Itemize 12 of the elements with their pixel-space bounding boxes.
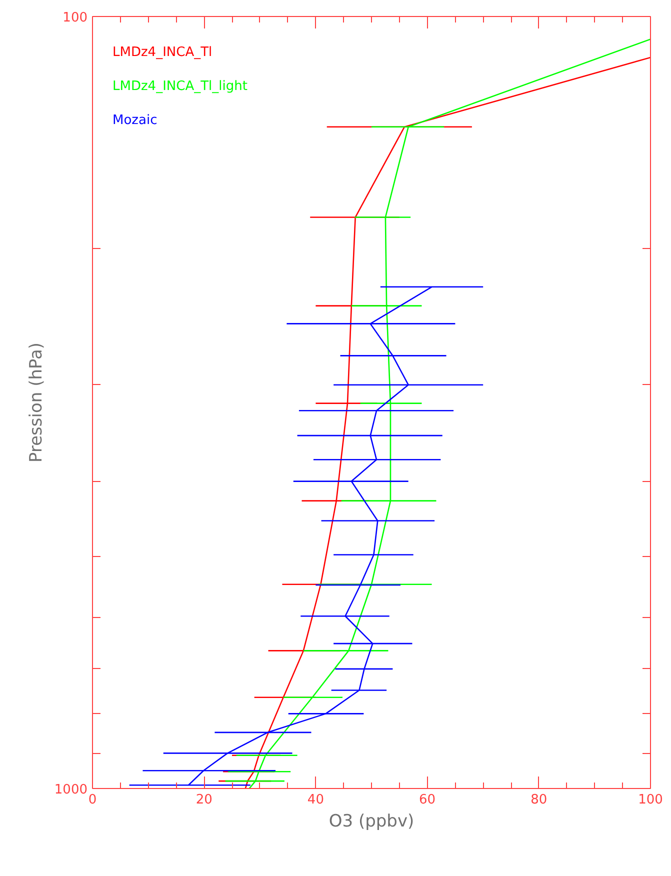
x-tick-label: 20 (196, 792, 212, 808)
x-tick-label: 0 (88, 792, 97, 808)
text: Mozaic (112, 113, 158, 128)
text: LMDz4_INCA_Tl (112, 45, 212, 60)
y-tick-label: 1000 (54, 782, 88, 798)
y-axis-title: Pression (hPa) (26, 342, 46, 462)
x-axis-title: O3 (ppbv) (328, 812, 414, 832)
x-tick-label: 60 (419, 792, 436, 808)
text: LMDz4_INCA_Tl_light (112, 79, 248, 94)
x-tick-label: 80 (530, 792, 548, 808)
x-tick-label: 100 (638, 792, 663, 808)
x-tick-label: 40 (307, 792, 324, 808)
